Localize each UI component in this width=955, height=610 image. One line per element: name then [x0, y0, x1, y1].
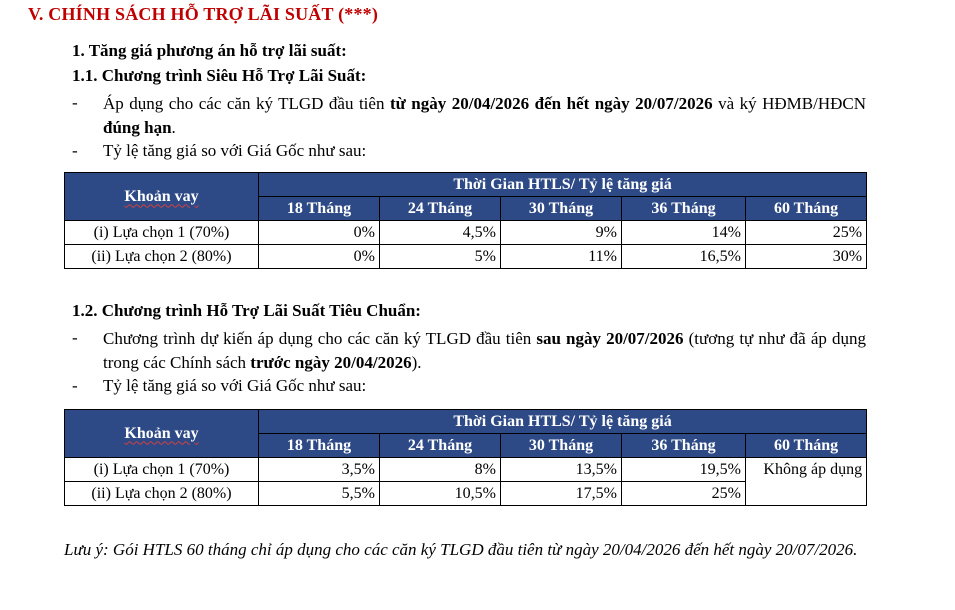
table-cell: 25% — [621, 481, 746, 506]
table-cell: 30% — [744, 244, 868, 269]
bullet-dash: - — [72, 328, 78, 347]
bullet-date-range: từ ngày 20/04/2026 đến hết ngày 20/07/20… — [389, 94, 713, 113]
bullet-text: ). — [411, 353, 422, 372]
table-cell: 9% — [500, 220, 622, 245]
header-col: 60 Tháng — [744, 196, 868, 221]
subsection-1-1-bullet-2: Tỷ lệ tăng giá so với Giá Gốc như sau: — [103, 141, 367, 160]
header-col: 24 Tháng — [379, 196, 501, 221]
header-group: Thời Gian HTLS/ Tỷ lệ tăng giá — [257, 409, 868, 434]
subsection-1-2-bullet-1: Chương trình dự kiến áp dụng cho các căn… — [103, 327, 866, 375]
bullet-before-date: trước ngày 20/04/2026 — [250, 353, 412, 372]
header-col: 30 Tháng — [500, 196, 622, 221]
table-cell: 14% — [621, 220, 746, 245]
table-cell: 3,5% — [258, 457, 380, 482]
header-col: 24 Tháng — [379, 433, 501, 458]
bullet-text: (tương tự như đã áp dụng trong các Chính… — [103, 329, 866, 372]
bullet-text: và ký HĐMB/HĐCN — [712, 94, 866, 113]
table-cell: 11% — [500, 244, 622, 269]
table-cell: 17,5% — [500, 481, 622, 506]
section-title: V. CHÍNH SÁCH HỖ TRỢ LÃI SUẤT (***) — [28, 4, 379, 24]
table-cell: 10,5% — [379, 481, 501, 506]
bullet-text: Áp dụng cho các căn ký TLGD đầu tiên — [103, 94, 390, 113]
table-row: (ii) Lựa chọn 2 (80%) 5,5% 10,5% 17,5% 2… — [64, 481, 867, 506]
subsection-1-2-bullet-2: Tỷ lệ tăng giá so với Giá Gốc như sau: — [103, 376, 367, 395]
table-cell: 13,5% — [500, 457, 622, 482]
table-cell: 16,5% — [621, 244, 746, 269]
header-col: 60 Tháng — [744, 433, 868, 458]
header-loan: Khoản vay — [64, 409, 259, 458]
footnote: Lưu ý: Gói HTLS 60 tháng chỉ áp dụng cho… — [64, 540, 858, 559]
table-cell: 19,5% — [621, 457, 746, 482]
table-cell: 5,5% — [258, 481, 380, 506]
header-group: Thời Gian HTLS/ Tỷ lệ tăng giá — [257, 172, 868, 197]
row-label: (ii) Lựa chọn 2 (80%) — [64, 481, 259, 506]
row-label: (i) Lựa chọn 1 (70%) — [64, 457, 259, 482]
table-cell: 4,5% — [379, 220, 501, 245]
table-cell: 8% — [379, 457, 501, 482]
bullet-dash: - — [72, 93, 78, 112]
item-1-heading: 1. Tăng giá phương án hỗ trợ lãi suất: — [72, 41, 347, 60]
header-col: 36 Tháng — [621, 196, 746, 221]
bullet-text: . — [171, 118, 176, 137]
table-standard-support: Khoản vay Thời Gian HTLS/ Tỷ lệ tăng giá… — [64, 409, 868, 506]
header-col: 18 Tháng — [258, 196, 380, 221]
header-col: 18 Tháng — [258, 433, 380, 458]
table-row: (i) Lựa chọn 1 (70%) 3,5% 8% 13,5% 19,5%… — [64, 457, 868, 506]
bullet-text: Chương trình dự kiến áp dụng cho các căn… — [103, 329, 537, 348]
subsection-1-1-title: 1.1. Chương trình Siêu Hỗ Trợ Lãi Suất: — [72, 66, 367, 85]
header-loan: Khoản vay — [64, 172, 259, 221]
bullet-dash: - — [72, 376, 78, 395]
table-cell: 0% — [258, 244, 380, 269]
row-label: (i) Lựa chọn 1 (70%) — [64, 220, 259, 245]
header-col: 30 Tháng — [500, 433, 622, 458]
table-cell: 0% — [258, 220, 380, 245]
bullet-on-time: đúng hạn — [103, 118, 172, 137]
subsection-1-2-title: 1.2. Chương trình Hỗ Trợ Lãi Suất Tiêu C… — [72, 301, 421, 320]
table-cell: 5% — [379, 244, 501, 269]
bullet-dash: - — [72, 141, 78, 160]
table-cell: 25% — [744, 220, 868, 245]
bullet-after-date: sau ngày 20/07/2026 — [536, 329, 684, 348]
row-label: (ii) Lựa chọn 2 (80%) — [64, 244, 259, 269]
subsection-1-1-bullet-1: Áp dụng cho các căn ký TLGD đầu tiên từ … — [103, 92, 866, 140]
table-row: (i) Lựa chọn 1 (70%) 0% 4,5% 9% 14% 25% — [64, 220, 868, 245]
merged-cell-not-applicable: Không áp dụng — [744, 457, 868, 506]
header-col: 36 Tháng — [621, 433, 746, 458]
table-super-support: Khoản vay Thời Gian HTLS/ Tỷ lệ tăng giá… — [64, 172, 868, 269]
table-row: (ii) Lựa chọn 2 (80%) 0% 5% 11% 16,5% 30… — [64, 244, 868, 269]
